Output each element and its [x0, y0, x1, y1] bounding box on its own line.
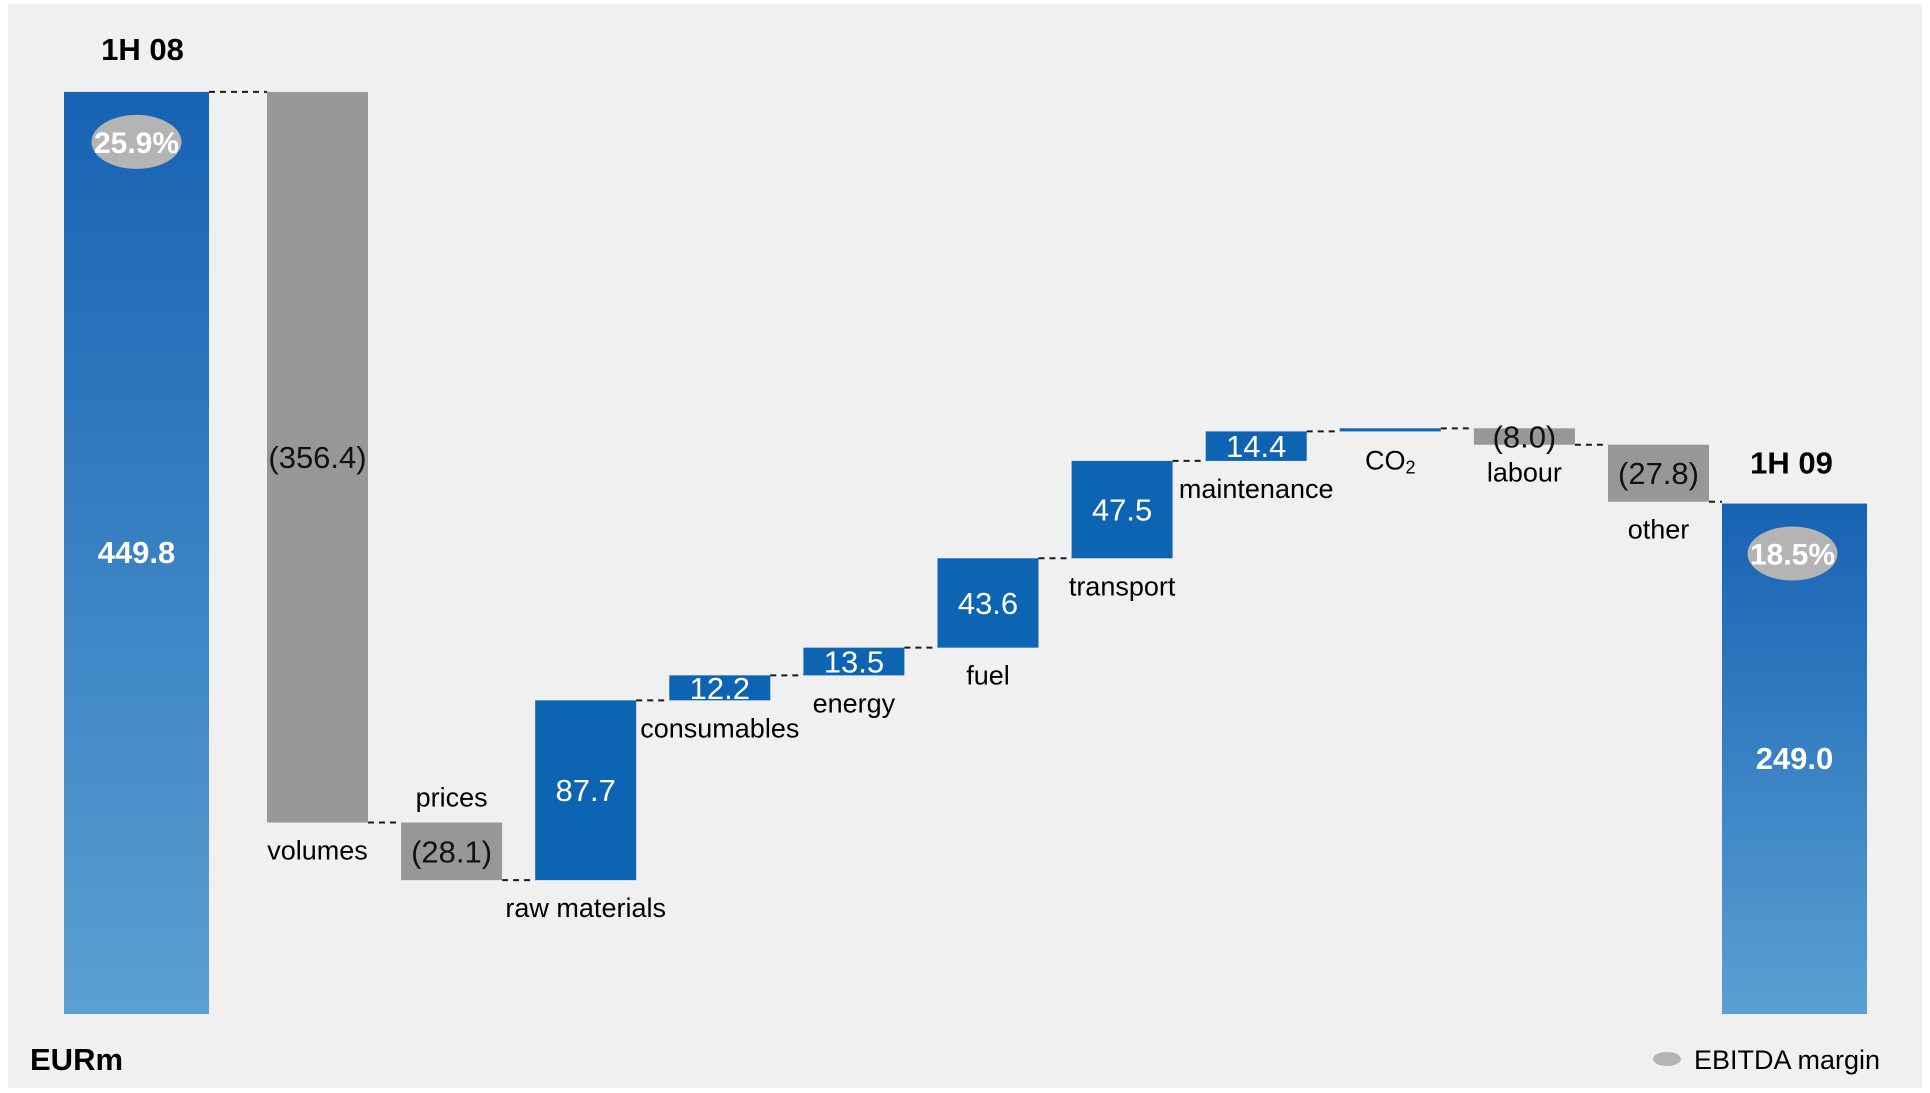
category-consumables: consumables: [640, 713, 799, 743]
bar-volumes: [267, 91, 368, 823]
unit-label: EURm: [30, 1042, 123, 1077]
category-prices: prices: [416, 783, 488, 813]
label-end: 1H 09: [1750, 446, 1833, 481]
value-transport: 47.5: [1092, 493, 1152, 528]
bar-start: [64, 91, 209, 1014]
label-start: 1H 08: [101, 32, 184, 67]
value-raw-materials: 87.7: [556, 773, 616, 808]
value-maintenance: 14.4: [1226, 429, 1286, 464]
bar-fuel: [937, 558, 1039, 648]
margin-ellipse-start: [91, 114, 182, 169]
value-consumables: 12.2: [690, 671, 750, 706]
bars-layer: [64, 91, 1867, 1014]
category-transport: transport: [1069, 571, 1176, 601]
bar-prices: [401, 822, 503, 881]
value-volumes: (356.4): [268, 440, 366, 475]
legend-label: EBITDA margin: [1694, 1045, 1880, 1075]
bar-transport: [1071, 460, 1173, 559]
category-maintenance: maintenance: [1179, 474, 1334, 504]
value-energy: 13.5: [824, 645, 884, 680]
category-energy: energy: [813, 688, 896, 718]
legend-swatch: [1653, 1052, 1681, 1066]
connector-lines: [209, 90, 1722, 882]
value-other: (27.8): [1618, 456, 1699, 491]
labels-layer: 1H 08 449.8 25.9% (356.4) volumes (28.1) price…: [91, 32, 1838, 923]
value-labour: (8.0): [1493, 420, 1557, 455]
bar-labour: [1473, 428, 1575, 445]
category-volumes: volumes: [267, 836, 368, 866]
bar-energy: [803, 647, 905, 676]
value-start: 449.8: [98, 535, 176, 570]
legend: EBITDA margin: [1653, 1045, 1880, 1075]
bar-end: [1722, 503, 1867, 1014]
margin-ellipse-end: [1747, 526, 1838, 581]
value-fuel: 43.6: [958, 586, 1018, 621]
bar-maintenance: [1205, 431, 1307, 461]
category-labour: labour: [1487, 458, 1562, 488]
category-raw-materials: raw materials: [505, 893, 666, 923]
category-fuel: fuel: [966, 661, 1010, 691]
bar-consumables: [669, 675, 771, 701]
bar-co: [1339, 428, 1441, 432]
category-other: other: [1628, 515, 1690, 545]
value-prices: (28.1): [411, 834, 492, 869]
category-co-subscript: 2: [1406, 457, 1416, 477]
bar-other: [1608, 444, 1709, 502]
margin-start: 25.9%: [94, 127, 179, 160]
margin-end: 18.5%: [1750, 539, 1835, 572]
bar-raw-materials: [535, 700, 637, 881]
value-end: 249.0: [1756, 741, 1834, 776]
